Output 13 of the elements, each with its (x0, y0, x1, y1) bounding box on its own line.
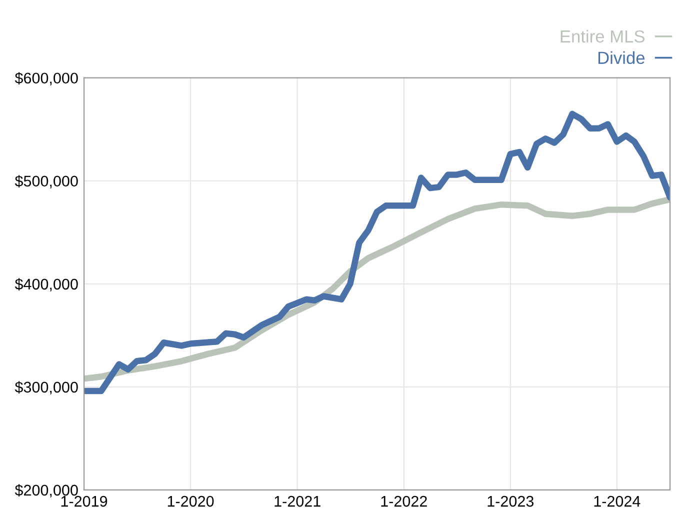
y-tick-label: $300,000 (14, 381, 78, 394)
legend-label: Divide (598, 51, 645, 64)
y-tick-label: $500,000 (14, 175, 78, 188)
y-tick-label: $600,000 (14, 72, 78, 86)
legend-label: Entire MLS (560, 30, 644, 43)
x-tick-label: 1-2023 (488, 496, 534, 507)
y-tick-label: $200,000 (14, 484, 78, 498)
x-tick-label: 1-2019 (61, 496, 108, 507)
x-tick-label: 1-2024 (594, 496, 640, 507)
x-tick-label: 1-2022 (381, 496, 427, 507)
x-tick-label: 1-2021 (274, 496, 320, 507)
y-tick-label: $400,000 (14, 278, 78, 292)
x-tick-label: 1-2020 (168, 496, 214, 507)
